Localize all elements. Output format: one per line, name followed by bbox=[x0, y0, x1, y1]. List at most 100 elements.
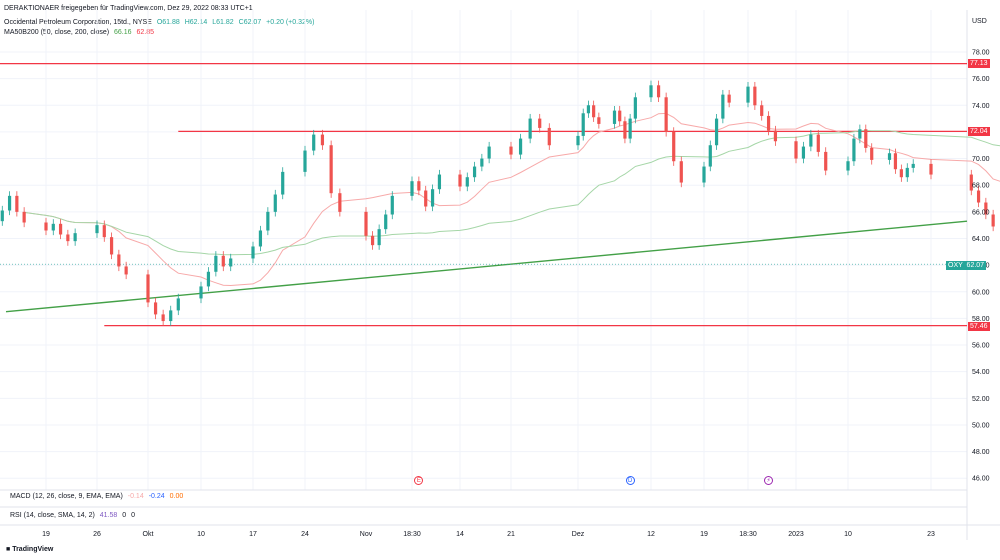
last-price-box: OXY 62.07 bbox=[946, 261, 987, 270]
candle-body bbox=[991, 214, 995, 227]
ma-legend: MA50B200 (50, close, 200, close) 66.16 6… bbox=[4, 28, 157, 37]
ma50-value: 66.16 bbox=[114, 29, 132, 36]
y-tick-label: 46.00 bbox=[972, 476, 990, 483]
tradingview-logo[interactable]: ■ TradingView bbox=[6, 546, 53, 553]
x-axis-ticks: 19 26 Okt 10 17 24 Nov 18:30 14 21 Dez 12 19 18:30 202… bbox=[42, 531, 935, 538]
candle-body bbox=[281, 171, 285, 195]
y-tick-label: 64.00 bbox=[972, 236, 990, 243]
candle-body bbox=[303, 150, 307, 172]
candle-body bbox=[0, 210, 4, 222]
candle-body bbox=[370, 235, 375, 246]
x-tick-label: 19 bbox=[42, 531, 50, 538]
macd-legend[interactable]: MACD (12, 26, close, 9, EMA, EMA) -0.14 … bbox=[10, 493, 186, 500]
candle-body bbox=[266, 211, 270, 231]
x-tick-label: Nov bbox=[360, 531, 373, 538]
candle-body bbox=[976, 190, 981, 203]
x-tick-label: 10 bbox=[197, 531, 205, 538]
rsi-label: RSI (14, close, SMA, 14, 2) bbox=[10, 512, 95, 519]
candle-body bbox=[377, 229, 381, 246]
candle-body bbox=[721, 94, 725, 119]
candle-body bbox=[547, 127, 551, 146]
publisher-note: DERAKTIONAER freigegeben für TradingView… bbox=[4, 5, 253, 12]
ma-50-line bbox=[24, 112, 1000, 287]
candle-body bbox=[905, 167, 909, 178]
candle-body bbox=[672, 131, 676, 162]
candle-body bbox=[176, 298, 180, 311]
macd-value-3: 0.00 bbox=[169, 493, 184, 500]
y-tick-label: 70.00 bbox=[972, 156, 990, 163]
candle-body bbox=[592, 105, 596, 118]
y-tick-label: 60.00 bbox=[972, 289, 990, 296]
candle-body bbox=[390, 195, 394, 215]
candle-body bbox=[929, 163, 933, 175]
candle-body bbox=[410, 181, 414, 196]
candle-body bbox=[597, 117, 601, 124]
macd-value-2: -0.24 bbox=[148, 493, 165, 500]
candle-body bbox=[852, 138, 856, 162]
candle-body bbox=[753, 86, 757, 106]
ohlc-high: H62.14 bbox=[184, 19, 208, 26]
candle-body bbox=[766, 115, 771, 131]
candle-body bbox=[7, 195, 12, 211]
candle-body bbox=[58, 223, 63, 235]
candle-body bbox=[251, 246, 255, 259]
y-tick-label: 50.00 bbox=[972, 422, 990, 429]
candle-body bbox=[199, 286, 203, 299]
candle-body bbox=[794, 141, 798, 159]
y-tick-label: 58.00 bbox=[972, 316, 990, 323]
level-77-price-box: 77.13 bbox=[968, 59, 990, 68]
candle-body bbox=[618, 110, 622, 122]
x-tick-label: 14 bbox=[456, 531, 464, 538]
trendline bbox=[5, 220, 968, 313]
candle-body bbox=[364, 211, 368, 236]
candle-body bbox=[633, 97, 637, 119]
candle-body bbox=[44, 222, 48, 231]
candle-body bbox=[656, 85, 661, 98]
y-tick-label: 78.00 bbox=[972, 50, 990, 57]
x-tick-label: 21 bbox=[507, 531, 515, 538]
candle-body bbox=[465, 177, 469, 187]
candle-body bbox=[899, 169, 903, 178]
candle-body bbox=[702, 166, 706, 183]
y-tick-label: 66.00 bbox=[972, 209, 990, 216]
candle-body bbox=[417, 181, 421, 191]
x-tick-label: Dez bbox=[572, 531, 585, 538]
rsi-value-1: 41.58 bbox=[99, 512, 118, 519]
ma-200-line bbox=[24, 129, 1000, 256]
candle-body bbox=[824, 151, 828, 171]
moving-averages bbox=[24, 112, 1000, 287]
y-tick-label: 54.00 bbox=[972, 369, 990, 376]
earnings-event-icon[interactable]: E bbox=[414, 476, 424, 485]
candle-body bbox=[714, 118, 719, 146]
macd-label: MACD (12, 26, close, 9, EMA, EMA) bbox=[10, 493, 123, 500]
candle-body bbox=[679, 161, 683, 183]
candle-body bbox=[73, 233, 77, 242]
split-event-icon[interactable]: ⚡ bbox=[764, 476, 774, 485]
candle-body bbox=[146, 274, 150, 303]
candle-body bbox=[816, 134, 820, 152]
y-tick-label: 74.00 bbox=[972, 103, 990, 110]
symbol-title[interactable]: Occidental Petroleum Corporation, 15td.,… bbox=[4, 19, 152, 26]
ma200-value: 62.85 bbox=[136, 29, 155, 36]
candle-body bbox=[329, 145, 333, 194]
candle-body bbox=[538, 118, 542, 128]
candle-body bbox=[809, 134, 813, 147]
candle-body bbox=[509, 146, 513, 155]
dividend-event-icon[interactable]: D bbox=[625, 476, 635, 485]
macd-value-1: -0.14 bbox=[127, 493, 144, 500]
x-tick-label: 18:30 bbox=[739, 531, 757, 538]
candle-body bbox=[424, 190, 428, 207]
candle-body bbox=[858, 129, 862, 139]
candle-body bbox=[109, 237, 114, 255]
x-tick-label: 24 bbox=[301, 531, 309, 538]
candle-body bbox=[320, 134, 325, 146]
ohlc-close: C62.07 bbox=[238, 19, 262, 26]
rsi-legend[interactable]: RSI (14, close, SMA, 14, 2) 41.58 0 0 bbox=[10, 512, 138, 519]
candle-body bbox=[15, 195, 19, 212]
candlesticks bbox=[0, 80, 995, 326]
ma-label[interactable]: MA50B200 (50, close, 200, close) bbox=[4, 29, 110, 36]
x-tick-label: 19 bbox=[700, 531, 708, 538]
candle-body bbox=[984, 202, 988, 215]
candle-body bbox=[117, 254, 121, 267]
